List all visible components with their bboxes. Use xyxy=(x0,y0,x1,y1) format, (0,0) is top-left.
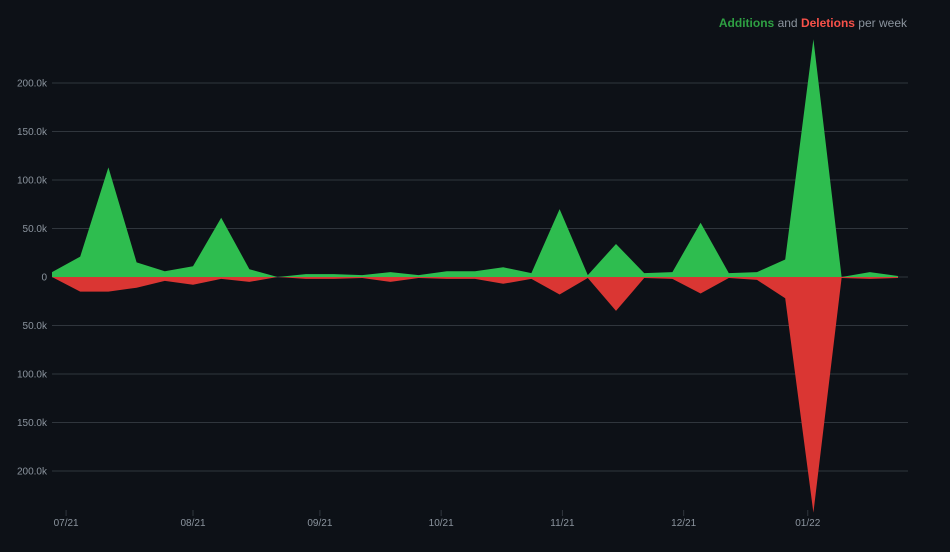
x-tick-label: 08/21 xyxy=(180,518,205,529)
legend-deletions: Deletions xyxy=(800,16,855,30)
x-tick-label: 01/22 xyxy=(795,518,820,529)
y-tick-label: 50.0k xyxy=(23,224,48,235)
additions-area xyxy=(52,39,898,277)
x-tick-label: 09/21 xyxy=(307,518,332,529)
y-tick-label: 200.0k xyxy=(17,467,48,478)
x-tick-label: 12/21 xyxy=(671,518,696,529)
y-tick-label: 150.0k xyxy=(17,418,48,429)
chart-legend: Additions and Deletions per week xyxy=(719,16,907,30)
legend-and: and xyxy=(777,16,798,30)
y-tick-label: 0 xyxy=(41,273,47,284)
x-tick-label: 07/21 xyxy=(54,518,79,529)
deletions-area xyxy=(52,277,898,513)
y-tick-label: 100.0k xyxy=(17,176,48,187)
x-tick-label: 10/21 xyxy=(429,518,454,529)
x-tick-label: 11/21 xyxy=(550,518,575,529)
y-tick-label: 100.0k xyxy=(17,370,48,381)
legend-additions: Additions xyxy=(718,16,775,30)
y-tick-label: 200.0k xyxy=(17,79,48,90)
y-tick-label: 150.0k xyxy=(17,127,48,138)
legend-suffix: per week xyxy=(858,16,907,30)
y-tick-label: 50.0k xyxy=(23,321,48,332)
